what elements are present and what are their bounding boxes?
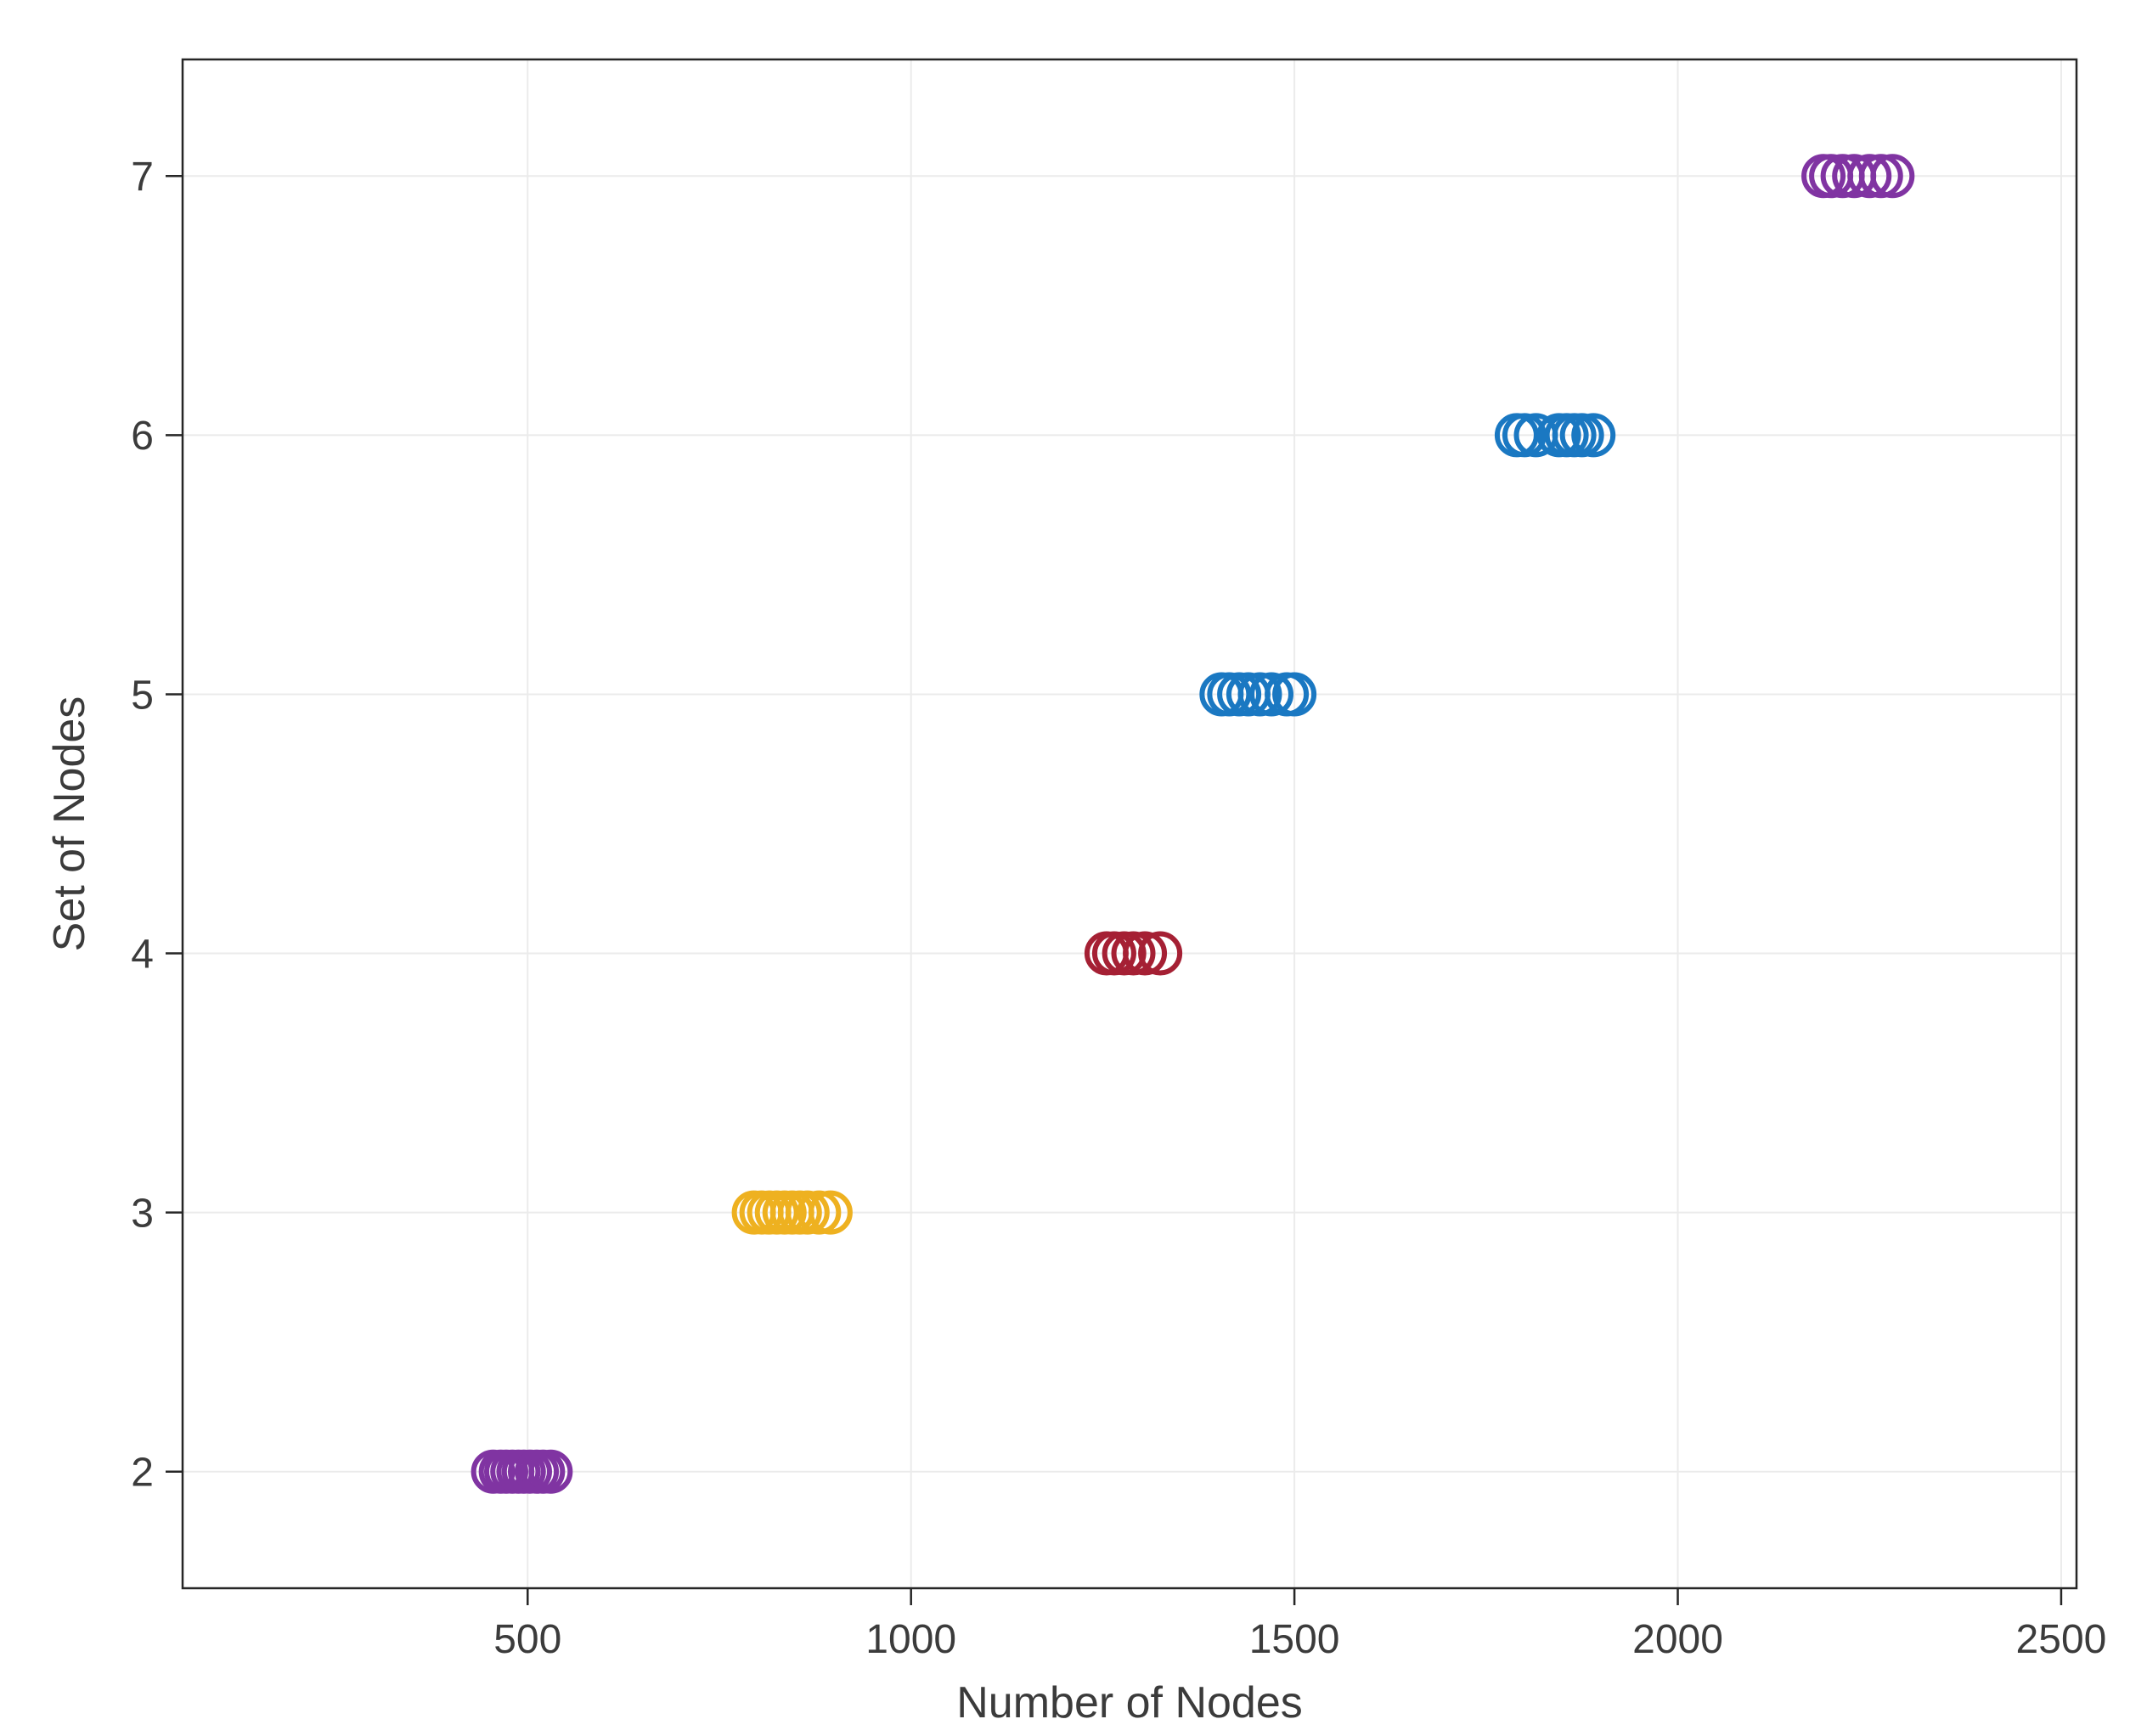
y-tick-label: 7 [131,155,154,200]
scatter-chart: 500 1000 1500 2000 2500 2 3 4 5 6 7 Number of Nodes… [0,0,2147,1736]
x-tick-label: 1500 [1249,1617,1340,1662]
x-tick-label: 500 [493,1617,561,1662]
y-axis-label: Set of Nodes [45,696,94,952]
chart-svg: 500 1000 1500 2000 2500 2 3 4 5 6 7 Number of Nodes… [0,0,2147,1736]
y-tick-label: 6 [131,414,154,459]
x-tick-label: 2000 [1632,1617,1723,1662]
x-tick-label: 1000 [865,1617,956,1662]
y-tick-label: 4 [131,932,154,977]
x-axis-label: Number of Nodes [956,1678,1303,1728]
y-tick-label: 2 [131,1451,154,1496]
y-tick-label: 3 [131,1191,154,1236]
x-tick-label: 2500 [2016,1617,2107,1662]
y-tick-label: 5 [131,673,154,718]
